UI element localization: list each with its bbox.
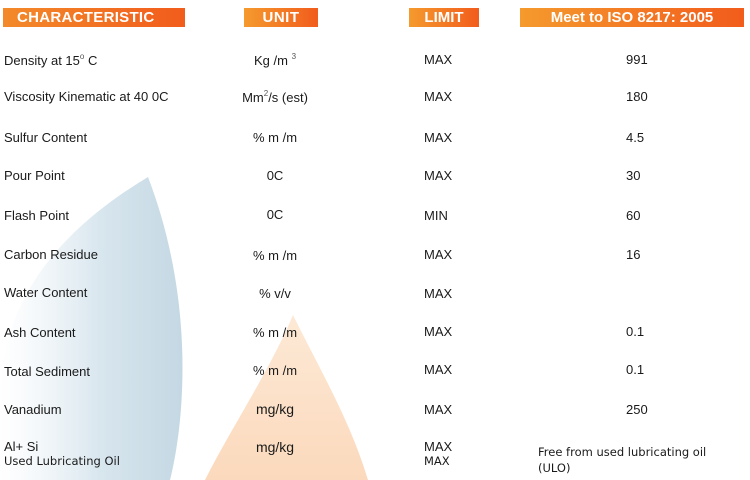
row-flash-point-value: 60 xyxy=(626,208,641,223)
row-al-si-subname: Used Lubricating Oil xyxy=(4,454,120,468)
row-flash-point-name: Flash Point xyxy=(4,208,70,223)
row-water-content-limit: MAX xyxy=(424,286,453,301)
row-density-name: Density at 15o C xyxy=(4,52,98,68)
row-ash-content-value: 0.1 xyxy=(626,324,645,339)
row-carbon-residue-limit: MAX xyxy=(424,247,453,262)
header-characteristic: CHARACTERISTIC xyxy=(3,8,185,27)
row-pour-point-name: Pour Point xyxy=(4,168,65,183)
row-viscosity-unit: Mm2/s (est) xyxy=(242,89,308,105)
row-al-si-limit-sub: MAX xyxy=(424,454,450,468)
row-carbon-residue-value: 16 xyxy=(626,247,641,262)
row-total-sediment-name: Total Sediment xyxy=(4,364,90,379)
row-water-content-name: Water Content xyxy=(4,285,88,300)
row-viscosity-limit: MAX xyxy=(424,89,453,104)
row-vanadium-limit: MAX xyxy=(424,402,453,417)
row-carbon-residue-unit: % m /m xyxy=(252,248,298,263)
row-ash-content-unit: % m /m xyxy=(252,325,298,340)
row-pour-point-value: 30 xyxy=(626,168,641,183)
row-sulfur-name: Sulfur Content xyxy=(4,130,88,145)
header-limit: LIMIT xyxy=(409,8,479,27)
header-standard: Meet to ISO 8217: 2005 xyxy=(520,8,744,27)
row-pour-point-limit: MAX xyxy=(424,168,453,183)
row-ash-content-name: Ash Content xyxy=(4,325,76,340)
row-al-si-limit: MAX xyxy=(424,439,453,454)
row-al-si-unit: mg/kg xyxy=(255,439,295,455)
row-viscosity-name: Viscosity Kinematic at 40 0C xyxy=(4,89,169,104)
row-water-content-unit: % v/v xyxy=(259,286,291,301)
row-density-value: 991 xyxy=(626,52,648,67)
row-vanadium-name: Vanadium xyxy=(4,402,62,417)
row-sulfur-value: 4.5 xyxy=(626,130,645,145)
row-al-si-value: Free from used lubricating oil (ULO) xyxy=(538,445,707,475)
row-flash-point-unit: 0C xyxy=(266,207,284,222)
row-vanadium-value: 250 xyxy=(626,402,648,417)
header-unit: UNIT xyxy=(244,8,318,27)
row-vanadium-unit: mg/kg xyxy=(255,401,295,417)
row-sulfur-unit: % m /m xyxy=(252,130,298,145)
blue-flame-shape xyxy=(0,177,183,480)
row-density-limit: MAX xyxy=(424,52,453,67)
row-total-sediment-unit: % m /m xyxy=(252,363,298,378)
row-total-sediment-value: 0.1 xyxy=(626,362,645,377)
row-pour-point-unit: 0C xyxy=(266,168,284,183)
peach-flame-shape xyxy=(205,315,368,480)
row-total-sediment-limit: MAX xyxy=(424,362,453,377)
row-al-si-name: Al+ Si xyxy=(4,439,39,454)
row-viscosity-value: 180 xyxy=(626,89,648,104)
row-density-unit: Kg /m 3 xyxy=(253,52,297,68)
row-sulfur-limit: MAX xyxy=(424,130,453,145)
row-ash-content-limit: MAX xyxy=(424,324,453,339)
row-carbon-residue-name: Carbon Residue xyxy=(4,247,98,262)
row-flash-point-limit: MIN xyxy=(424,208,448,223)
